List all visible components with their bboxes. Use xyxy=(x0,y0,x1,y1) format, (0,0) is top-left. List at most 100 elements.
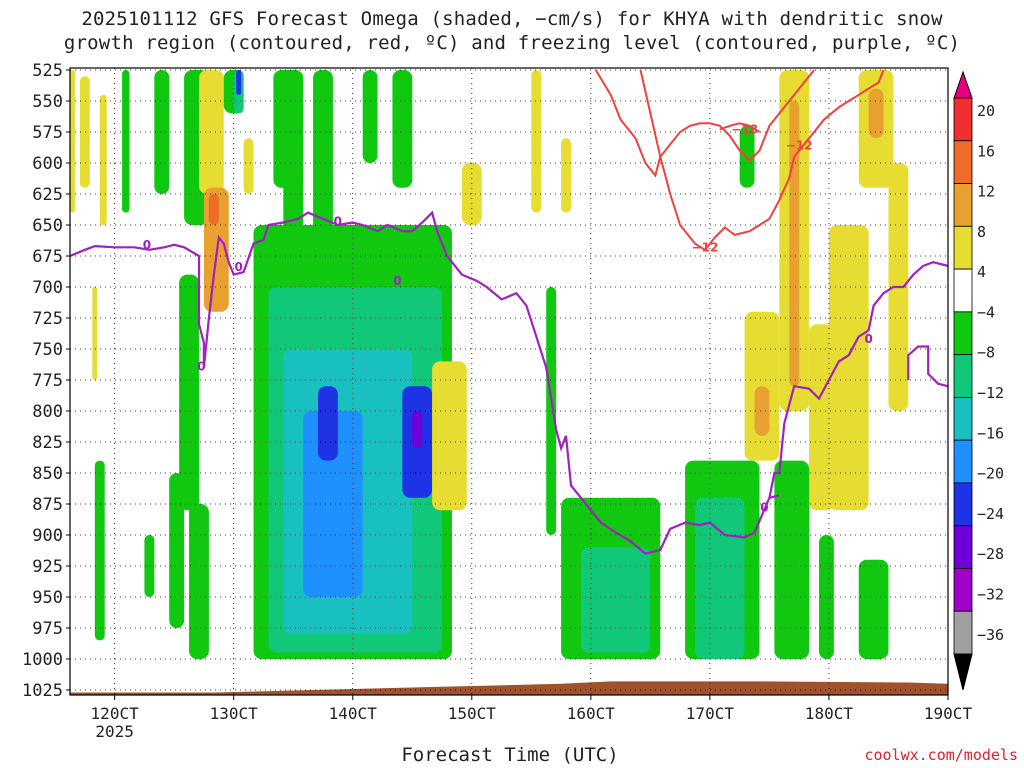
colorbar-bin-8 xyxy=(953,439,973,484)
colorbar-label-2: 12 xyxy=(977,183,995,201)
y-tick-label-800: 800 xyxy=(32,402,63,422)
dgz-label-2: −12 xyxy=(786,139,813,153)
colorbar-bin-1 xyxy=(953,140,973,184)
omega-region-R27 xyxy=(531,70,542,213)
omega-region-R52 xyxy=(868,88,884,139)
dgz-label-0: −12 xyxy=(692,240,719,254)
colorbar-label-9: −20 xyxy=(977,465,1004,483)
colorbar-bin-2 xyxy=(953,183,973,227)
y-tick-label-675: 675 xyxy=(32,247,63,267)
omega-region-R32 xyxy=(303,411,363,597)
colorbar-label-4: 4 xyxy=(977,263,986,281)
omega-region-R1 xyxy=(70,70,75,213)
omega-region-R25 xyxy=(392,70,413,188)
freezing-label-4: 0 xyxy=(393,274,401,288)
x-tick-label-150CT: 150CT xyxy=(448,704,497,723)
omega-region-R28 xyxy=(561,138,572,213)
y-tick-label-650: 650 xyxy=(32,216,63,236)
colorbar-label-5: −4 xyxy=(977,303,995,321)
omega-region-R46 xyxy=(789,101,800,387)
colorbar-label-1: 16 xyxy=(977,142,995,160)
colorbar-label-3: 8 xyxy=(977,223,986,241)
omega-region-R3 xyxy=(99,94,107,225)
freezing-level-line xyxy=(70,210,948,555)
colorbar-bin-9 xyxy=(953,482,973,527)
freezing-level-fragment-1 xyxy=(907,345,948,388)
omega-region-R47 xyxy=(774,460,810,659)
dgz-contour-minus12-lower xyxy=(639,69,885,252)
colorbar-bin-6 xyxy=(953,354,973,398)
freezing-label-1: 0 xyxy=(197,359,205,373)
colorbar-bin-11 xyxy=(953,568,973,612)
colorbar-label-11: −28 xyxy=(977,545,1004,563)
colorbar-label-12: −32 xyxy=(977,585,1004,603)
x-tick-label-130CT: 130CT xyxy=(210,704,259,723)
dgz-contour-minus12-upper xyxy=(594,69,815,178)
colorbar-top-triangle xyxy=(953,70,973,99)
omega-region-R41 xyxy=(695,497,745,659)
y-tick-label-775: 775 xyxy=(32,371,63,391)
omega-region-R16 xyxy=(208,194,219,225)
omega-region-R49 xyxy=(819,535,834,659)
colorbar-bin-7 xyxy=(953,396,973,441)
y-tick-label-850: 850 xyxy=(32,464,63,484)
y-tick-label-1025: 1025 xyxy=(22,681,63,701)
x-tick-sublabel-120CT: 2025 xyxy=(95,722,134,741)
omega-region-R39 xyxy=(580,547,651,653)
y-tick-label-925: 925 xyxy=(32,557,63,577)
omega-region-R33 xyxy=(318,386,338,461)
omega-region-R54 xyxy=(858,559,889,659)
colorbar-label-0: 20 xyxy=(977,102,995,120)
y-tick-label-825: 825 xyxy=(32,433,63,453)
freezing-label-2: 0 xyxy=(234,260,242,274)
x-tick-label-190CT: 190CT xyxy=(924,704,973,723)
omega-region-R11 xyxy=(169,473,185,628)
y-tick-label-950: 950 xyxy=(32,588,63,608)
omega-region-R2 xyxy=(79,76,90,188)
freezing-label-0: 0 xyxy=(143,238,151,252)
omega-region-R37 xyxy=(546,287,557,535)
omega-region-R20 xyxy=(243,138,254,194)
omega-region-R35 xyxy=(412,411,423,449)
plot-area: −12 −18 −12 0 0 0 0 0 0 0 xyxy=(70,68,948,695)
omega-region-R7 xyxy=(122,70,130,213)
freezing-level-fragment-0 xyxy=(769,494,780,499)
freezing-label-5: 0 xyxy=(760,501,768,515)
dgz-contour-minus18 xyxy=(719,122,761,133)
x-tick-label-170CT: 170CT xyxy=(686,704,735,723)
omega-region-R13 xyxy=(189,504,209,659)
y-tick-label-875: 875 xyxy=(32,495,63,515)
omega-region-R44 xyxy=(754,386,770,436)
y-tick-label-625: 625 xyxy=(32,185,63,205)
credit-text: coolwx.com/models xyxy=(864,746,1018,764)
colorbar-bottom-triangle xyxy=(953,653,973,691)
y-tick-label-600: 600 xyxy=(32,154,63,174)
omega-region-R50 xyxy=(828,225,869,511)
colorbar-bin-4 xyxy=(953,268,973,313)
chart-title-line1: 2025101112 GFS Forecast Omega (shaded, −… xyxy=(81,8,943,30)
colorbar-bin-0 xyxy=(953,97,973,142)
colorbar-bin-3 xyxy=(953,225,973,270)
y-tick-label-525: 525 xyxy=(32,61,63,81)
colorbar-label-6: −8 xyxy=(977,344,995,362)
chart-title-line2: growth region (contoured, red, ºC) and f… xyxy=(63,32,961,54)
colorbar-label-7: −12 xyxy=(977,384,1004,402)
colorbar-bin-10 xyxy=(953,525,973,569)
omega-region-R9 xyxy=(144,535,155,597)
omega-region-R8 xyxy=(154,70,170,194)
omega-region-R19 xyxy=(236,70,242,95)
omega-region-R4 xyxy=(92,287,98,380)
x-tick-label-180CT: 180CT xyxy=(805,704,854,723)
y-tick-label-975: 975 xyxy=(32,619,63,639)
y-tick-label-700: 700 xyxy=(32,278,63,298)
terrain-area xyxy=(70,681,948,695)
y-tick-label-900: 900 xyxy=(32,526,63,546)
omega-region-R48 xyxy=(809,324,834,511)
colorbar-bin-5 xyxy=(953,311,973,356)
colorbar-label-10: −24 xyxy=(977,505,1004,523)
omega-region-R10 xyxy=(179,274,199,511)
freezing-label-3: 0 xyxy=(334,214,342,228)
y-tick-label-725: 725 xyxy=(32,309,63,329)
y-tick-label-550: 550 xyxy=(32,92,63,112)
